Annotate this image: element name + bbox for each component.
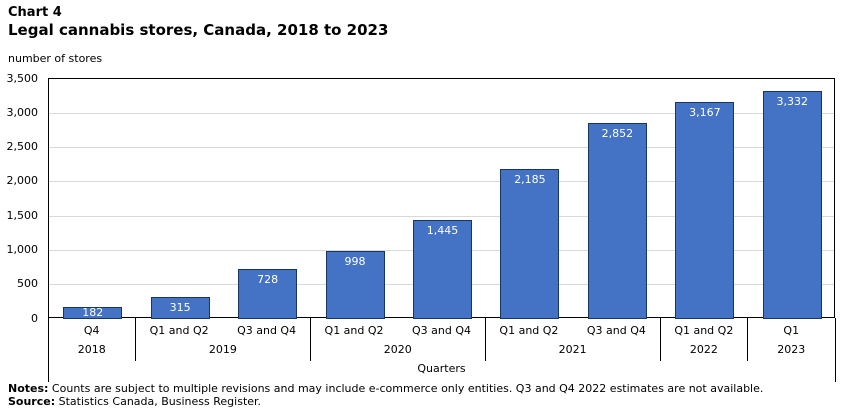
bar-value-label: 315 xyxy=(169,301,191,315)
notes-label: Notes: xyxy=(8,382,49,395)
year-label: 2020 xyxy=(383,343,412,356)
group-separator xyxy=(134,318,136,361)
quarter-label: Q1 xyxy=(783,324,800,337)
bar xyxy=(63,306,123,319)
y-tick-label: 0 xyxy=(31,311,38,325)
bar-value-label: 3,167 xyxy=(689,105,721,119)
chart-number-label: Chart 4 xyxy=(8,5,62,20)
year-label: 2021 xyxy=(558,343,587,356)
year-label: 2022 xyxy=(689,343,718,356)
bar-value-label: 728 xyxy=(257,273,279,287)
bar-value-label: 2,185 xyxy=(514,173,546,187)
group-separator xyxy=(484,318,486,361)
plot-area: 182 315 728 998 1,445 2,185 2,852 3,167 3,332 xyxy=(48,78,835,320)
bar-value-label: 2,852 xyxy=(601,127,634,141)
bar xyxy=(325,250,385,319)
notes-line: Notes: Counts are subject to multiple re… xyxy=(8,382,763,395)
year-label: 2018 xyxy=(77,343,106,356)
quarter-label: Q4 xyxy=(83,324,100,337)
group-separator xyxy=(309,318,311,361)
y-tick-label: 3,000 xyxy=(6,105,39,119)
bar xyxy=(413,219,472,319)
quarter-label: Q1 and Q2 xyxy=(499,324,559,337)
group-separator xyxy=(659,318,661,361)
grid-line xyxy=(49,112,834,114)
quarter-label: Q3 and Q4 xyxy=(237,324,297,337)
year-label: 2023 xyxy=(777,343,806,356)
chart-title: Legal cannabis stores, Canada, 2018 to 2… xyxy=(8,21,389,39)
source-label: Source: xyxy=(8,395,56,408)
bar-value-label: 3,332 xyxy=(776,94,809,108)
quarter-label: Q1 and Q2 xyxy=(149,324,209,337)
bar xyxy=(500,169,560,319)
source-line: Source: Statistics Canada, Business Regi… xyxy=(8,395,763,408)
x-axis-title: Quarters xyxy=(417,362,466,375)
bar-value-label: 182 xyxy=(82,306,104,320)
quarter-label: Q3 and Q4 xyxy=(586,324,646,337)
grid-line xyxy=(49,181,834,183)
bar xyxy=(762,90,822,319)
axis-left-boundary xyxy=(47,318,49,382)
notes-text: Counts are subject to multiple revisions… xyxy=(48,382,764,395)
bar xyxy=(587,123,647,319)
bar-value-label: 1,445 xyxy=(426,223,459,237)
bar-value-label: 998 xyxy=(344,254,366,268)
axis-right-boundary xyxy=(834,318,836,382)
grid-line xyxy=(49,215,834,217)
source-text: Statistics Canada, Business Register. xyxy=(55,395,262,408)
bar xyxy=(150,297,210,319)
grid-line xyxy=(49,147,834,149)
group-separator xyxy=(747,318,749,361)
quarter-label: Q3 and Q4 xyxy=(411,324,471,337)
y-axis-unit-label: number of stores xyxy=(8,52,103,65)
year-label: 2019 xyxy=(208,343,237,356)
bar xyxy=(238,269,298,319)
quarter-label: Q1 and Q2 xyxy=(324,324,384,337)
y-tick-label: 1,500 xyxy=(6,208,39,222)
quarter-label: Q1 and Q2 xyxy=(674,324,734,337)
y-tick-label: 2,500 xyxy=(6,140,39,154)
bar xyxy=(675,101,735,319)
footnotes: Notes: Counts are subject to multiple re… xyxy=(8,382,763,408)
y-tick-label: 500 xyxy=(17,277,38,291)
y-tick-label: 1,000 xyxy=(6,242,39,256)
y-tick-label: 3,500 xyxy=(6,71,39,85)
y-tick-label: 2,000 xyxy=(6,174,39,188)
